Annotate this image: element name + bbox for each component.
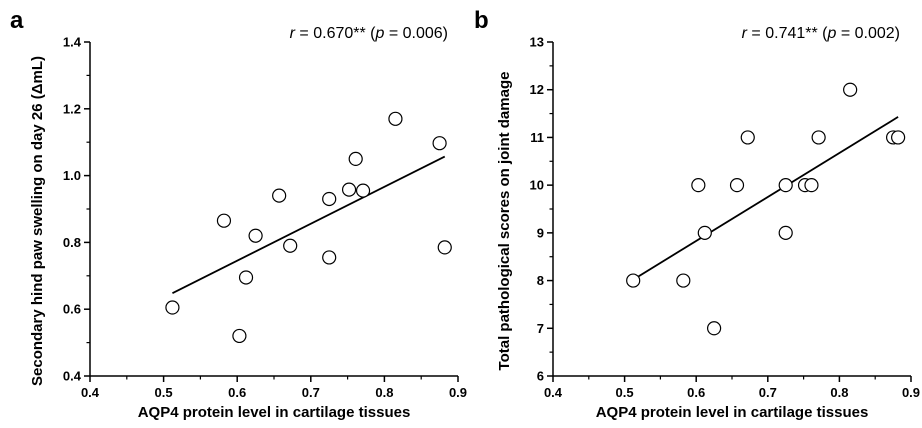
x-tick-label: 0.7 bbox=[759, 385, 777, 400]
x-tick-label: 0.9 bbox=[449, 385, 467, 400]
y-axis-label: Secondary hind paw swelling on day 26 (Δ… bbox=[29, 56, 46, 386]
data-point bbox=[248, 228, 263, 243]
data-point bbox=[216, 213, 232, 228]
x-tick-label: 0.9 bbox=[902, 385, 920, 400]
x-tick-label: 0.4 bbox=[81, 385, 100, 400]
data-point bbox=[238, 270, 254, 285]
data-point bbox=[891, 130, 906, 145]
panel-b: 0.4 0.5 0.6 0.7 0.8 0.9 6 7 8 9 10 11 12 13 AQP4 prote… bbox=[474, 7, 920, 421]
data-point bbox=[729, 178, 745, 193]
data-point bbox=[388, 111, 403, 126]
data-point bbox=[341, 182, 357, 197]
correlation-annotation: r = 0.670** (p = 0.006) bbox=[290, 25, 448, 42]
data-point bbox=[697, 225, 712, 240]
y-tick-label: 7 bbox=[537, 321, 544, 336]
y-tick-label: 11 bbox=[530, 130, 544, 145]
regression-line bbox=[632, 116, 899, 281]
x-tick-label: 0.6 bbox=[687, 385, 705, 400]
data-point bbox=[355, 183, 371, 198]
data-point bbox=[691, 178, 706, 193]
x-tick-label: 0.8 bbox=[375, 385, 393, 400]
x-tick-label: 0.8 bbox=[830, 385, 848, 400]
y-tick-label: 6 bbox=[537, 369, 544, 384]
data-point bbox=[626, 273, 641, 288]
panel-label: b bbox=[474, 7, 489, 34]
y-tick-label: 1.0 bbox=[63, 168, 81, 183]
data-point bbox=[348, 151, 363, 166]
data-point bbox=[322, 250, 337, 265]
data-point bbox=[676, 273, 691, 288]
y-tick-label: 9 bbox=[537, 225, 544, 240]
y-tick-label: 13 bbox=[530, 35, 544, 50]
data-point bbox=[432, 136, 447, 151]
x-tick-label: 0.5 bbox=[616, 385, 634, 400]
data-point bbox=[706, 321, 722, 336]
data-point bbox=[843, 82, 858, 97]
data-point bbox=[778, 225, 793, 240]
data-point bbox=[778, 178, 793, 193]
data-point bbox=[283, 238, 298, 253]
x-tick-label: 0.4 bbox=[544, 385, 563, 400]
x-axis-label: AQP4 protein level in cartilage tissues bbox=[596, 404, 869, 421]
correlation-annotation: r = 0.741** (p = 0.002) bbox=[742, 25, 900, 42]
data-point bbox=[811, 130, 826, 145]
y-tick-label: 0.6 bbox=[63, 302, 81, 317]
x-tick-label: 0.7 bbox=[302, 385, 320, 400]
data-point bbox=[165, 300, 180, 315]
y-tick-label: 12 bbox=[530, 82, 544, 97]
y-tick-label: 0.4 bbox=[63, 369, 82, 384]
x-axis-label: AQP4 protein level in cartilage tissues bbox=[138, 404, 411, 421]
data-point bbox=[232, 328, 247, 344]
data-point bbox=[272, 188, 287, 203]
data-point bbox=[804, 178, 819, 193]
x-tick-label: 0.6 bbox=[228, 385, 246, 400]
x-tick-label: 0.5 bbox=[155, 385, 173, 400]
panel-label: a bbox=[10, 7, 24, 34]
y-tick-label: 0.8 bbox=[63, 235, 81, 250]
y-tick-label: 10 bbox=[530, 178, 544, 193]
data-point bbox=[740, 130, 755, 145]
data-point bbox=[322, 191, 337, 207]
y-tick-label: 8 bbox=[537, 273, 544, 288]
y-tick-label: 1.2 bbox=[63, 101, 81, 116]
data-point bbox=[437, 240, 452, 255]
panel-a: 0.4 0.5 0.6 0.7 0.8 0.9 0.4 0.6 0.8 1.0 1.2 1.4 AQP4… bbox=[10, 7, 467, 421]
y-axis-label: Total pathological scores on joint damag… bbox=[496, 72, 513, 371]
y-tick-label: 1.4 bbox=[63, 35, 82, 50]
regression-line bbox=[172, 155, 446, 294]
